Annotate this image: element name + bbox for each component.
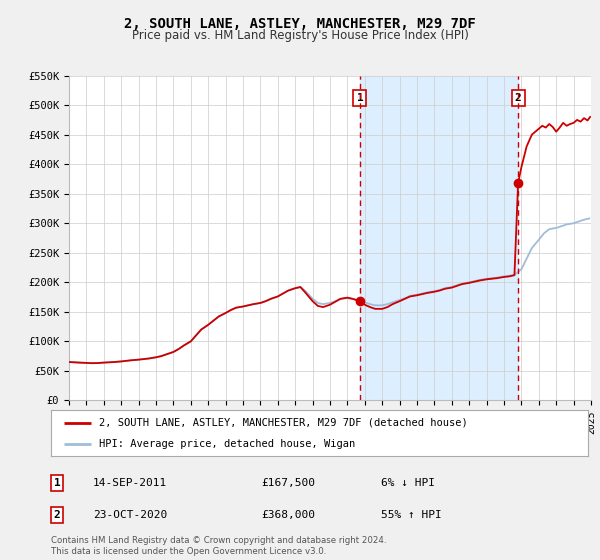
- Text: 1: 1: [356, 94, 364, 104]
- Text: HPI: Average price, detached house, Wigan: HPI: Average price, detached house, Wiga…: [100, 439, 356, 449]
- Text: 14-SEP-2011: 14-SEP-2011: [93, 478, 167, 488]
- Text: 2, SOUTH LANE, ASTLEY, MANCHESTER, M29 7DF: 2, SOUTH LANE, ASTLEY, MANCHESTER, M29 7…: [124, 17, 476, 31]
- Bar: [360, 76, 518, 400]
- Text: 23-OCT-2020: 23-OCT-2020: [93, 510, 167, 520]
- Text: Contains HM Land Registry data © Crown copyright and database right 2024.: Contains HM Land Registry data © Crown c…: [51, 536, 386, 545]
- Text: 2: 2: [515, 94, 521, 104]
- Text: 55% ↑ HPI: 55% ↑ HPI: [381, 510, 442, 520]
- Text: 6% ↓ HPI: 6% ↓ HPI: [381, 478, 435, 488]
- Text: 2: 2: [53, 510, 61, 520]
- Text: Price paid vs. HM Land Registry's House Price Index (HPI): Price paid vs. HM Land Registry's House …: [131, 29, 469, 42]
- Text: £167,500: £167,500: [261, 478, 315, 488]
- Text: 1: 1: [53, 478, 61, 488]
- Text: This data is licensed under the Open Government Licence v3.0.: This data is licensed under the Open Gov…: [51, 547, 326, 556]
- Text: £368,000: £368,000: [261, 510, 315, 520]
- Text: 2, SOUTH LANE, ASTLEY, MANCHESTER, M29 7DF (detached house): 2, SOUTH LANE, ASTLEY, MANCHESTER, M29 7…: [100, 418, 468, 428]
